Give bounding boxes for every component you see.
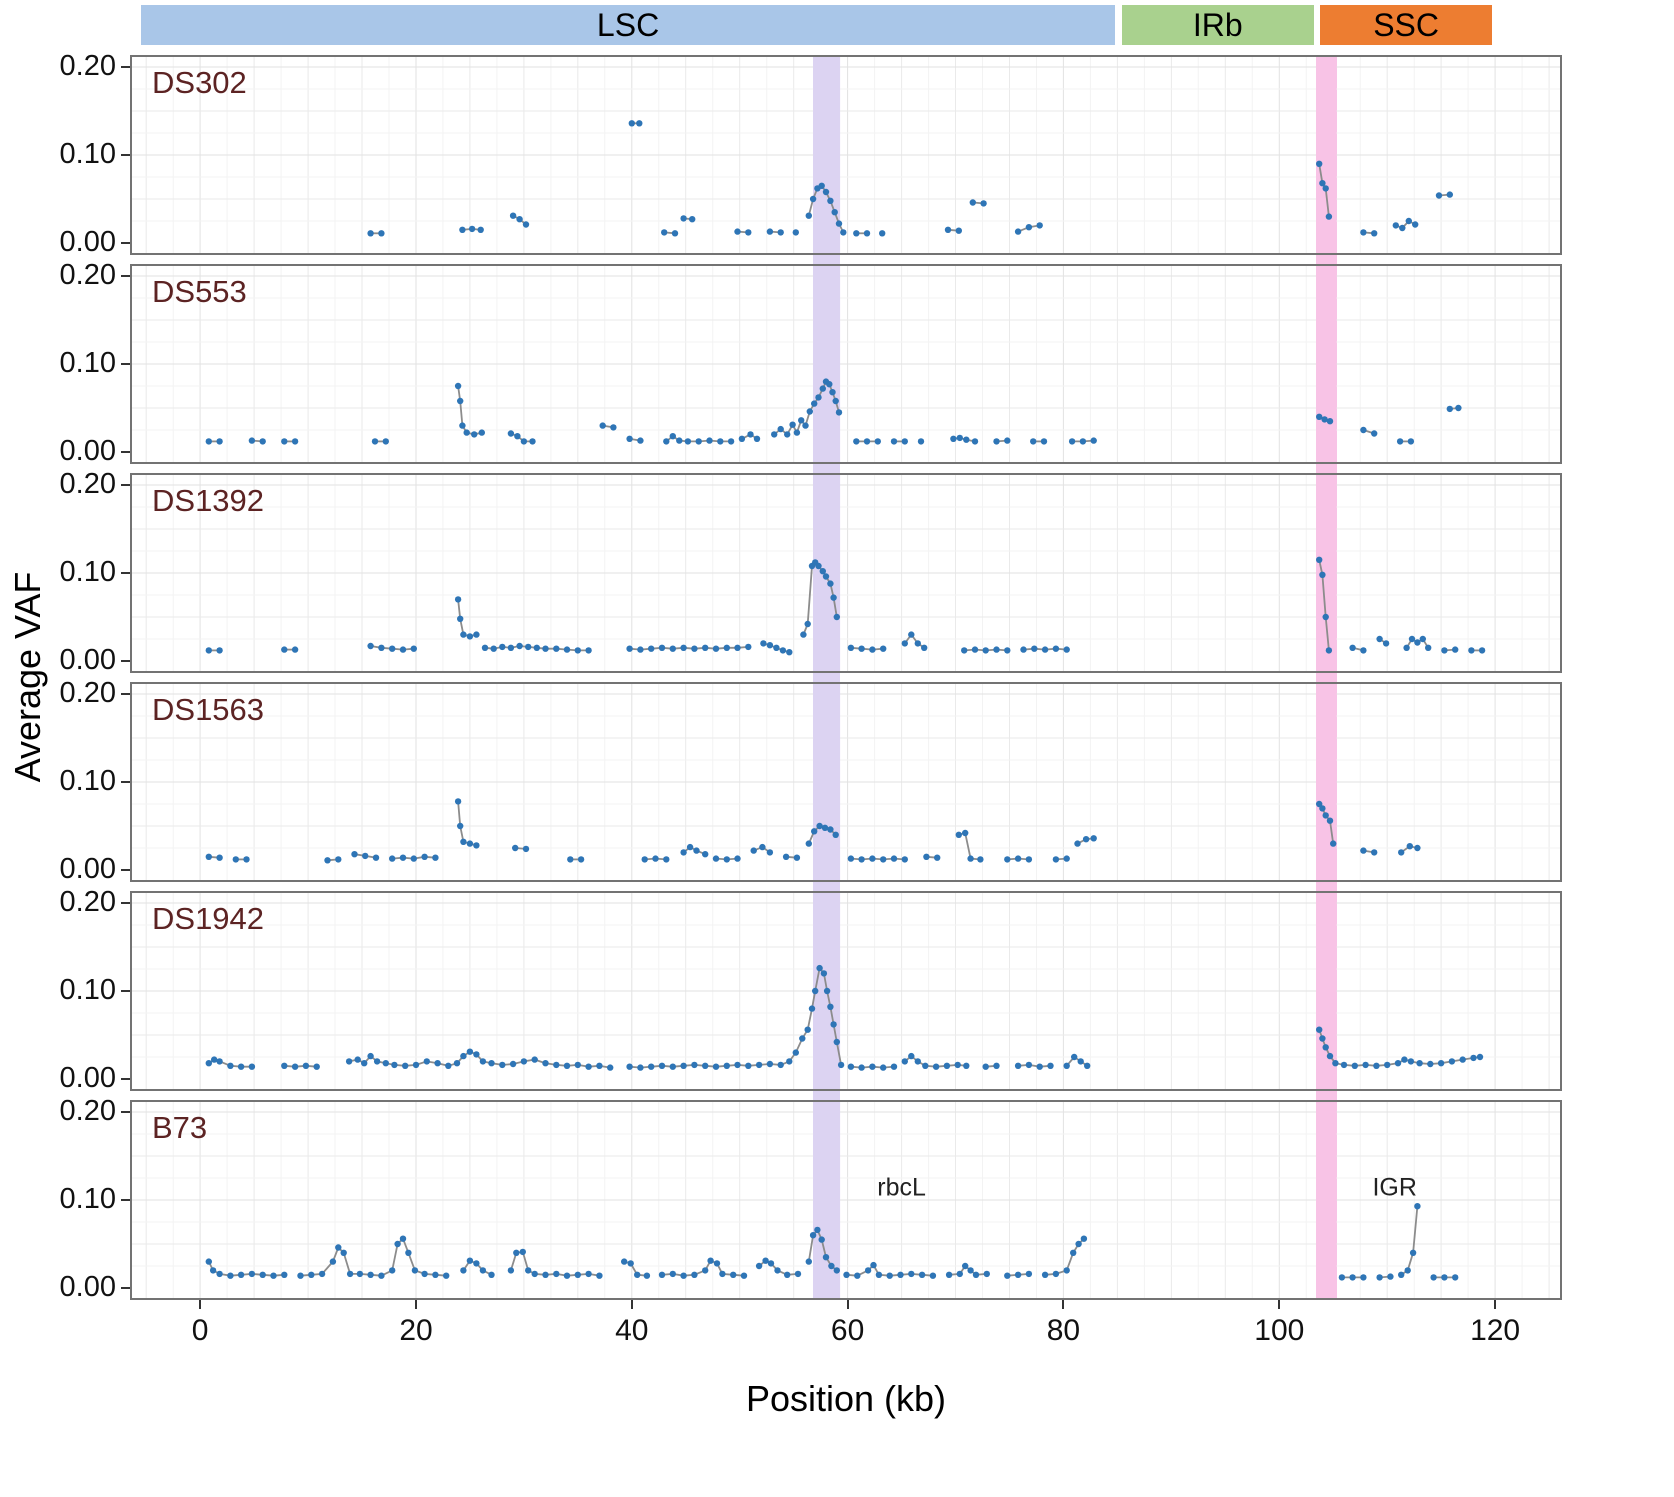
panel-title-DS1392: DS1392 (152, 483, 265, 518)
region-label: SSC (1373, 6, 1439, 43)
y-tick-mark (121, 451, 130, 453)
y-tick-label: 0.10 (59, 138, 116, 170)
x-tick-label: 100 (1254, 1314, 1305, 1347)
x-tick-mark (630, 1300, 633, 1309)
y-tick-mark (121, 869, 130, 871)
x-tick-mark (199, 1300, 202, 1309)
y-tick-label: 0.00 (59, 435, 116, 467)
y-tick-mark (121, 572, 130, 574)
y-tick-mark (121, 66, 130, 68)
region-label: LSC (596, 6, 660, 43)
y-tick-label: 0.20 (59, 259, 116, 291)
y-tick-mark (121, 693, 130, 695)
panel-plot-B73: rbcL IGR (130, 1100, 1562, 1300)
x-tick-label: 40 (615, 1314, 649, 1347)
y-tick-mark (121, 363, 130, 365)
panel-DS1942: 0.00 0.10 0.20 DS1942 (0, 886, 1674, 1094)
y-tick-label: 0.20 (59, 886, 116, 918)
region-label: IRb (1192, 6, 1243, 43)
y-tick-mark (121, 660, 130, 662)
svg-text:IGR: IGR (1372, 1174, 1416, 1202)
region-bar-ssc: SSC (1320, 5, 1492, 45)
y-tick-label: 0.20 (59, 677, 116, 709)
y-tick-label: 0.10 (59, 556, 116, 588)
x-tick-label: 80 (1046, 1314, 1081, 1347)
y-tick-label: 0.10 (59, 765, 116, 797)
y-tick-label: 0.00 (59, 226, 116, 258)
highlight-band-rbcL (813, 55, 841, 1300)
panel-title-DS302: DS302 (152, 65, 247, 100)
panel-DS302: 0.00 0.10 0.20 DS302 (0, 50, 1674, 258)
x-tick-label: 120 (1470, 1314, 1521, 1347)
panel-title-DS1563: DS1563 (152, 692, 265, 727)
y-tick-label: 0.00 (59, 1271, 116, 1303)
x-tick-mark (1494, 1300, 1497, 1309)
panel-plot-DS1563 (130, 682, 1562, 882)
y-tick-mark (121, 902, 130, 904)
panel-title-DS1942: DS1942 (152, 901, 265, 936)
y-tick-mark (121, 1199, 130, 1201)
x-tick-label: 60 (830, 1314, 865, 1347)
x-tick-label: 20 (399, 1314, 433, 1347)
panel-DS553: 0.00 0.10 0.20 DS553 (0, 259, 1674, 467)
y-tick-label: 0.00 (59, 853, 116, 885)
y-tick-mark (121, 154, 130, 156)
region-bar-lsc: LSC (140, 5, 1116, 45)
x-tick-mark (846, 1300, 849, 1309)
region-bar-irb: IRb (1121, 5, 1314, 45)
panel-plot-DS1392 (130, 473, 1562, 673)
y-tick-mark (121, 781, 130, 783)
y-tick-label: 0.10 (59, 974, 116, 1006)
panel-plot-DS1942 (130, 891, 1562, 1091)
svg-text:rbcL: rbcL (877, 1174, 926, 1202)
panel-DS1563: 0.00 0.10 0.20 DS1563 (0, 677, 1674, 885)
y-tick-label: 0.20 (59, 468, 116, 500)
x-tick-mark (415, 1300, 417, 1309)
panel-plot-DS553 (130, 264, 1562, 464)
x-tick-mark (1062, 1300, 1065, 1309)
y-tick-mark (121, 242, 130, 244)
x-tick-mark (1278, 1300, 1281, 1309)
y-tick-label: 0.10 (59, 347, 116, 379)
y-tick-mark (121, 275, 130, 277)
y-tick-mark (121, 484, 130, 486)
y-tick-mark (121, 1111, 130, 1113)
y-tick-label: 0.20 (59, 50, 116, 82)
x-axis-title: Position (kb) (745, 1378, 947, 1419)
y-tick-mark (121, 1078, 130, 1080)
x-tick-label: 0 (191, 1314, 209, 1347)
y-tick-label: 0.00 (59, 1062, 116, 1094)
y-tick-mark (121, 990, 130, 992)
panel-title-DS553: DS553 (152, 274, 247, 309)
panel-B73: 0.00 0.10 0.20 rbcL IGR B73 (0, 1095, 1674, 1303)
panel-plot-DS302 (130, 55, 1562, 255)
panel-DS1392: 0.00 0.10 0.20 DS1392 (0, 468, 1674, 676)
y-tick-label: 0.00 (59, 644, 116, 676)
panel-title-B73: B73 (152, 1110, 208, 1145)
y-tick-mark (121, 1287, 130, 1289)
y-tick-label: 0.10 (59, 1183, 116, 1215)
y-tick-label: 0.20 (59, 1095, 116, 1127)
